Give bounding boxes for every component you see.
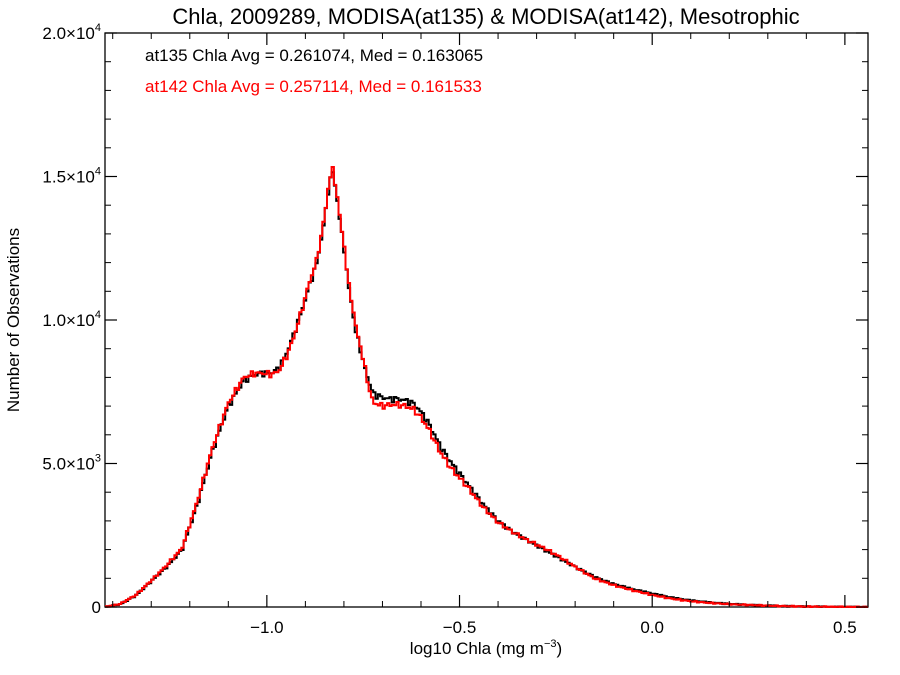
x-tick-label: −0.5 — [443, 618, 477, 637]
annotation-at135: at135 Chla Avg = 0.261074, Med = 0.16306… — [145, 46, 483, 65]
y-tick-label: 1.0×104 — [42, 309, 101, 330]
y-tick-label: 2.0×104 — [42, 22, 101, 43]
x-axis-label-sup: −3 — [544, 638, 557, 650]
ticks-layer: −1.0 −0.5 0.0 0.5 0 5.0×103 1.0×104 1.5×104 2.0×… — [42, 22, 868, 637]
annotation-at142: at142 Chla Avg = 0.257114, Med = 0.16153… — [145, 77, 482, 96]
series-layer — [105, 166, 868, 608]
x-axis-label: log10 Chla (mg m−3) — [410, 638, 562, 658]
y-axis-label: Number of Observations — [4, 228, 23, 412]
x-axis-label-end: ) — [557, 639, 563, 658]
plot-frame — [104, 32, 869, 608]
x-tick-label: 0.5 — [833, 618, 857, 637]
y-tick-label: 1.5×104 — [42, 166, 101, 187]
plot-axes — [104, 32, 869, 608]
series-line-at142 — [105, 166, 868, 608]
series-line-at135 — [105, 171, 868, 608]
x-tick-label: 0.0 — [640, 618, 664, 637]
x-axis-label-main: log10 Chla (mg m — [410, 639, 544, 658]
y-tick-label: 0 — [92, 598, 101, 617]
y-tick-label: 5.0×103 — [42, 453, 101, 474]
x-tick-label: −1.0 — [250, 618, 284, 637]
chart-title: Chla, 2009289, MODISA(at135) & MODISA(at… — [172, 4, 799, 29]
